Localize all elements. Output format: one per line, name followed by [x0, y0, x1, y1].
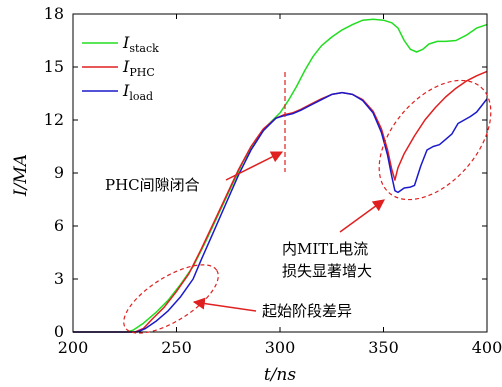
- phc-closure-arrow: [225, 151, 284, 181]
- y-tick-label: 0: [54, 322, 64, 341]
- y-tick-label: 15: [44, 57, 64, 76]
- mitl-loss-label-line1: 内MITL电流: [282, 240, 368, 258]
- initial-stage-arrow: [192, 297, 257, 312]
- y-tick-label: 9: [54, 163, 64, 182]
- series-line-load: [73, 91, 488, 333]
- y-tick-label: 6: [54, 216, 64, 235]
- x-tick-label: 200: [58, 338, 89, 357]
- legend-label-stack: Istack: [122, 33, 159, 55]
- x-tick-label: 250: [161, 338, 192, 357]
- initial-stage-label: 起始阶段差异: [262, 302, 352, 320]
- x-axis-title: t/ns: [264, 365, 297, 385]
- x-tick-label: 400: [472, 338, 502, 357]
- y-axis-title: I/MA: [11, 154, 31, 197]
- legend: Istack IPHC Iload: [82, 33, 159, 103]
- y-axis: 0 3 6 9 12 15 18: [44, 4, 487, 341]
- mitl-loss-label-line2: 损失显著增大: [282, 262, 372, 280]
- legend-label-load: Iload: [122, 81, 153, 103]
- series-layer: [73, 18, 488, 333]
- annotations: PHC间隙闭合 内MITL电流 损失显著增大 起始阶段差异: [105, 72, 492, 334]
- x-tick-label: 300: [265, 338, 296, 357]
- phc-closure-label: PHC间隙闭合: [105, 176, 200, 194]
- mitl-loss-arrow: [339, 199, 385, 233]
- legend-label-phc: IPHC: [122, 57, 155, 79]
- plot-frame: [72, 13, 488, 333]
- x-tick-label: 350: [368, 338, 399, 357]
- mitl-loss-ellipse: [378, 79, 492, 201]
- y-tick-label: 18: [44, 4, 64, 23]
- x-axis: 200 250 300 350 400: [58, 14, 502, 357]
- y-tick-label: 12: [44, 110, 64, 129]
- series-line-phc: [73, 70, 488, 333]
- initial-stage-ellipse: [123, 264, 219, 334]
- y-tick-label: 3: [54, 269, 64, 288]
